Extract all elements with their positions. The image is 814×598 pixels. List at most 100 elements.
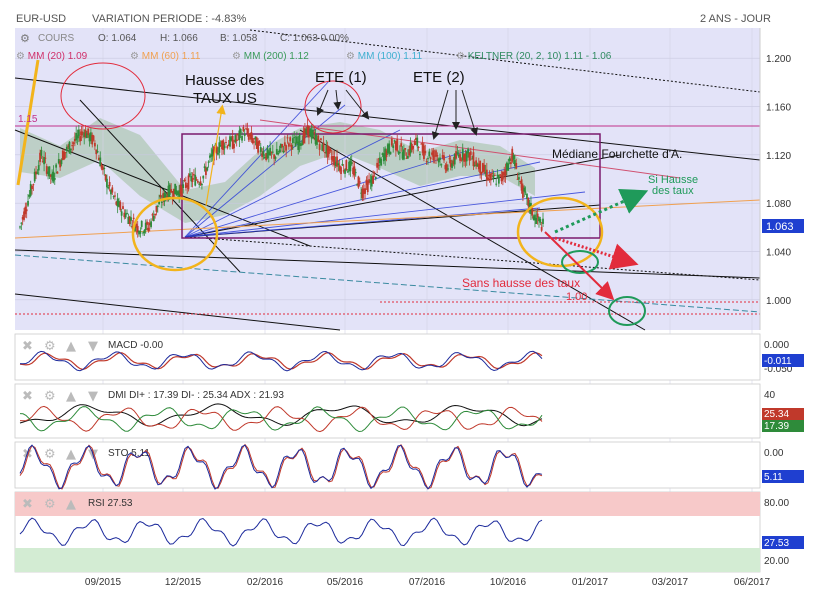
candle-body <box>174 183 177 195</box>
candle-body <box>314 134 317 145</box>
gear-icon[interactable]: ⚙ <box>130 51 142 62</box>
candle-body <box>25 209 28 212</box>
symbol: EUR-USD <box>16 13 67 25</box>
rsi-label: RSI 27.53 <box>88 498 133 509</box>
price-badge-text: 1.063 <box>766 221 794 233</box>
candle-body <box>107 187 110 189</box>
candle-body <box>203 166 206 169</box>
candle-body <box>299 143 302 146</box>
candle-body <box>350 162 353 164</box>
candle-body <box>444 165 447 170</box>
ete-arrows <box>316 89 478 140</box>
move-up-icon[interactable]: ▲ <box>66 389 76 404</box>
candle-body <box>156 205 159 208</box>
candle-body <box>509 162 512 165</box>
ma-legend-item[interactable]: ⚙ KELTNER (20, 2, 10) 1.11 - 1.06 <box>456 51 611 62</box>
candle-body <box>102 166 104 171</box>
candle-body <box>316 138 318 145</box>
candle-body <box>361 188 364 199</box>
gear-icon[interactable]: ⚙ <box>44 339 56 354</box>
candle-body <box>515 163 518 169</box>
gear-icon[interactable]: ⚙ <box>232 51 244 62</box>
candle-body <box>376 162 379 168</box>
candle-body <box>377 164 380 166</box>
candle-body <box>473 165 476 167</box>
candle-body <box>59 160 62 168</box>
candle-body <box>519 180 522 182</box>
candle-body <box>468 152 471 161</box>
candle-body <box>77 129 80 137</box>
candle-body <box>162 193 165 200</box>
ma-legend-item[interactable]: ⚙ MM (200) 1.12 <box>232 51 309 62</box>
candle-body <box>215 146 218 154</box>
y-tick-label: 1.080 <box>766 199 791 210</box>
move-down-icon[interactable]: ▼ <box>88 389 98 404</box>
candle-body <box>111 187 114 193</box>
candle-body <box>87 128 90 136</box>
candle-body <box>382 153 385 162</box>
candle-body <box>104 174 107 181</box>
candle-body <box>488 174 491 177</box>
candle-body <box>175 190 178 196</box>
x-tick-label: 06/2017 <box>734 577 771 588</box>
gear-icon-cours[interactable]: ⚙ <box>20 33 30 45</box>
candle-body <box>275 148 278 155</box>
rsi-value: 27.53 <box>764 538 789 549</box>
candle-body <box>501 171 504 180</box>
period-label[interactable]: 2 ANS - JOUR <box>700 13 771 25</box>
candle-body <box>409 142 412 154</box>
candle-body <box>32 184 35 186</box>
candle-body <box>151 214 154 216</box>
annot-level-115: 1.15 <box>18 114 38 125</box>
move-up-icon[interactable]: ▲ <box>66 339 76 354</box>
candle-body <box>329 148 332 152</box>
gear-icon[interactable]: ⚙ <box>44 389 56 404</box>
candle-body <box>245 128 247 130</box>
ma-legend-item[interactable]: ⚙ MM (60) 1.11 <box>130 51 200 62</box>
candle-body <box>295 136 298 144</box>
candle-body <box>441 154 444 158</box>
candle-body <box>31 185 33 190</box>
candle-body <box>114 195 116 197</box>
candle-body <box>106 178 108 188</box>
candle-body <box>408 149 411 156</box>
candle-body <box>411 143 413 151</box>
ma-legend-item[interactable]: ⚙ MM (100) 1.11 <box>346 51 422 62</box>
candle-body <box>330 156 333 160</box>
ma-legend-item[interactable]: ⚙ MM (20) 1.09 <box>16 51 87 62</box>
candle-body <box>214 144 217 146</box>
candle-body <box>270 151 273 153</box>
candle-body <box>448 158 451 160</box>
candle-body <box>495 183 498 185</box>
move-up-icon[interactable]: ▲ <box>66 447 76 462</box>
candle-body <box>432 150 435 161</box>
candle-body <box>388 143 391 154</box>
close-icon[interactable]: ✖ <box>22 497 33 512</box>
move-down-icon[interactable]: ▼ <box>88 339 98 354</box>
candle-body <box>413 141 416 146</box>
gear-icon[interactable]: ⚙ <box>44 497 56 512</box>
move-up-icon[interactable]: ▲ <box>66 497 76 512</box>
close-icon[interactable]: ✖ <box>22 389 33 404</box>
gear-icon[interactable]: ⚙ <box>16 51 28 62</box>
candle-body <box>206 167 209 171</box>
candle-body <box>393 140 396 142</box>
candle-body <box>158 200 161 205</box>
gear-icon[interactable]: ⚙ <box>346 51 358 62</box>
close-icon[interactable]: ✖ <box>22 339 33 354</box>
candle-body <box>415 137 417 141</box>
sto-panel <box>14 441 761 489</box>
candle-body <box>487 177 490 181</box>
candle-body <box>128 216 131 225</box>
candle-body <box>528 202 531 209</box>
candle-body <box>321 144 324 151</box>
candle-body <box>103 167 106 169</box>
x-tick-label: 10/2016 <box>490 577 527 588</box>
candle-body <box>202 175 205 179</box>
candle-body <box>479 160 482 174</box>
gear-icon[interactable]: ⚙ <box>456 51 468 62</box>
candle-body <box>394 141 397 151</box>
cours-high: H: 1.066 <box>160 33 198 44</box>
gear-icon[interactable]: ⚙ <box>44 447 56 462</box>
candle-body <box>41 161 44 163</box>
